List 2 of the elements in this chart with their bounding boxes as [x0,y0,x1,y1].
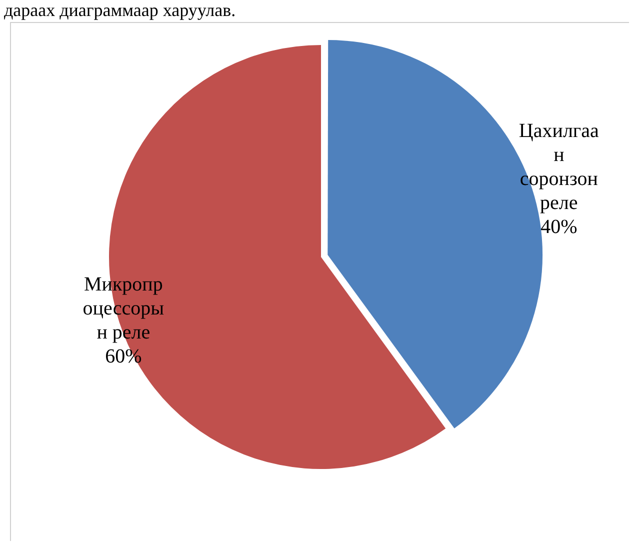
data-label: 40% [540,216,578,238]
text: дараах диаграммаар харуулав. [4,0,236,20]
